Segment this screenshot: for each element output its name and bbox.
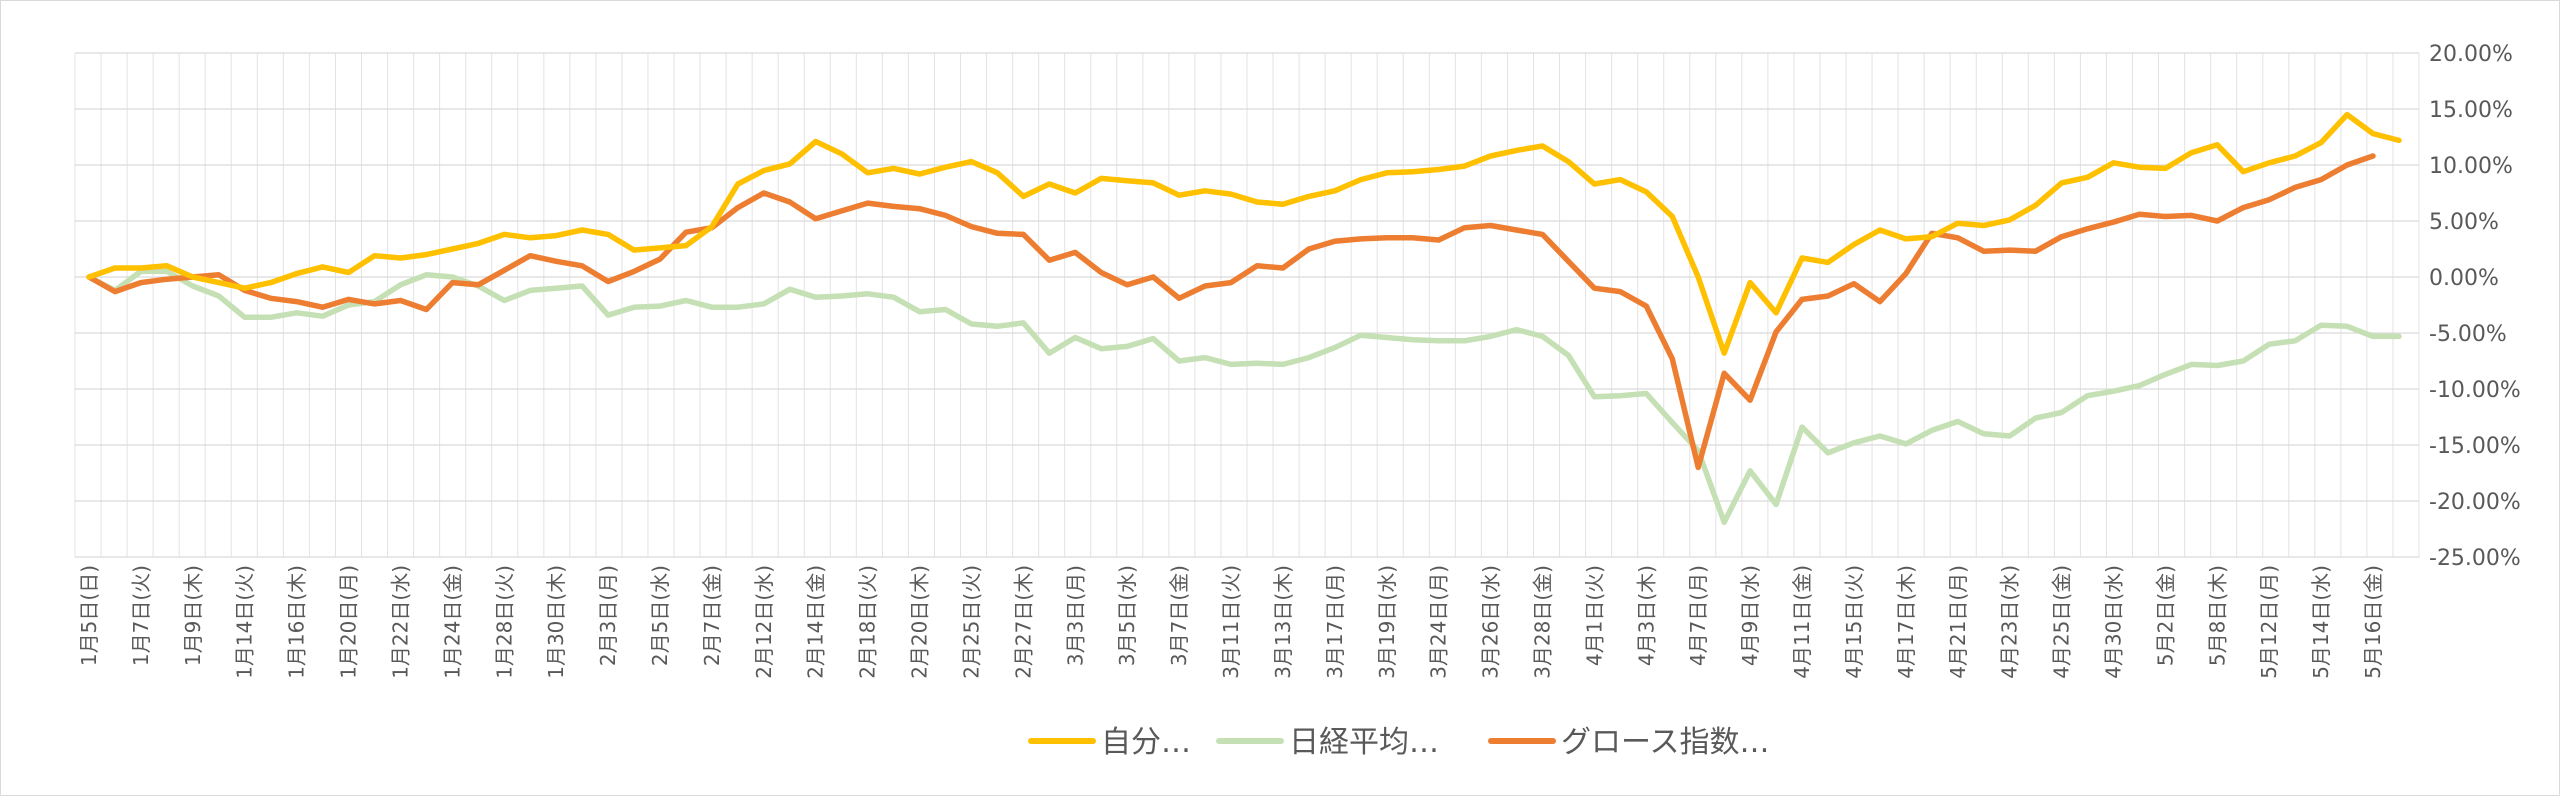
x-tick-label: 1月9日(木) (181, 565, 205, 666)
x-tick-label: 4月30日(水) (2101, 565, 2125, 679)
x-tick-label: 4月15日(火) (1842, 565, 1866, 679)
x-tick-label: 1月5日(日) (77, 565, 101, 666)
x-tick-label: 5月16日(金) (2361, 565, 2385, 679)
x-tick-label: 3月11日(火) (1219, 565, 1243, 679)
y-tick-label: -10.00% (2429, 378, 2521, 403)
y-axis-tick-labels: 20.00% 15.00% 10.00% 5.00% 0.00% -5.00% -10.00… (2429, 42, 2521, 571)
x-tick-label: 2月7日(金) (700, 565, 724, 666)
x-tick-label: 5月8日(木) (2205, 565, 2229, 666)
legend-label: 日経平均… (1289, 725, 1439, 760)
x-tick-label: 1月30日(木) (544, 565, 568, 679)
x-tick-label: 2月14日(金) (804, 565, 828, 679)
x-tick-label: 4月17日(木) (1894, 565, 1918, 679)
y-tick-label: -5.00% (2429, 322, 2507, 347)
horizontal-gridlines (75, 52, 2419, 558)
y-tick-label: -15.00% (2429, 434, 2521, 459)
y-tick-label: 5.00% (2429, 210, 2499, 235)
y-tick-label: -25.00% (2429, 546, 2521, 571)
x-tick-label: 2月5日(水) (648, 565, 672, 666)
x-tick-label: 4月9日(水) (1738, 565, 1762, 666)
legend-label: 自分… (1101, 725, 1191, 760)
x-tick-label: 2月3日(月) (596, 565, 620, 666)
series-lines (86, 111, 2402, 526)
y-tick-label: -20.00% (2429, 490, 2521, 515)
y-tick-label: 0.00% (2429, 266, 2499, 291)
x-tick-label: 4月3日(木) (1634, 565, 1658, 666)
x-tick-label: 3月19日(水) (1375, 565, 1399, 679)
y-tick-label: 20.00% (2429, 42, 2513, 67)
x-tick-label: 4月7日(月) (1686, 565, 1710, 666)
x-tick-label: 3月7日(金) (1167, 565, 1191, 666)
series-line-1 (86, 268, 2402, 526)
x-tick-label: 4月23日(水) (1998, 565, 2022, 679)
series-line-2 (86, 153, 2376, 471)
x-tick-label: 1月28日(火) (492, 565, 516, 679)
x-tick-label: 3月13日(木) (1271, 565, 1295, 679)
x-tick-label: 3月17日(月) (1323, 565, 1347, 679)
x-tick-label: 1月20日(月) (337, 565, 361, 679)
x-tick-label: 3月24日(月) (1427, 565, 1451, 679)
x-tick-label: 5月14日(水) (2309, 565, 2333, 679)
x-tick-label: 3月3日(月) (1063, 565, 1087, 666)
x-tick-label: 1月22日(水) (388, 565, 412, 679)
x-tick-label: 1月7日(火) (129, 565, 153, 666)
x-tick-label: 2月20日(木) (908, 565, 932, 679)
x-tick-label: 4月21日(月) (1946, 565, 1970, 679)
y-tick-label: 15.00% (2429, 98, 2513, 123)
x-tick-label: 3月26日(水) (1479, 565, 1503, 679)
x-tick-label: 4月25日(金) (2050, 565, 2074, 679)
legend-label: グロース指数… (1561, 725, 1770, 760)
x-axis-tick-labels: 1月5日(日) 1月7日(火) 1月9日(木) 1月14日(火) 1月16日(木) 1月2… (77, 565, 2385, 679)
x-tick-label: 2月27日(木) (1011, 565, 1035, 679)
x-tick-label: 2月25日(火) (959, 565, 983, 679)
x-tick-label: 5月2日(金) (2153, 565, 2177, 666)
x-tick-label: 4月11日(金) (1790, 565, 1814, 679)
x-tick-label: 4月1日(火) (1582, 565, 1606, 666)
vertical-gridlines (74, 53, 2420, 557)
series-line-0 (86, 111, 2402, 356)
x-tick-label: 1月16日(木) (285, 565, 309, 679)
legend: 自分… 日経平均… グロース指数… (1028, 725, 1770, 760)
x-tick-label: 1月14日(火) (233, 565, 257, 679)
x-tick-label: 5月12日(月) (2257, 565, 2281, 679)
y-tick-label: 10.00% (2429, 154, 2513, 179)
x-tick-label: 2月18日(火) (856, 565, 880, 679)
x-tick-label: 2月12日(水) (752, 565, 776, 679)
x-tick-label: 3月28日(金) (1530, 565, 1554, 679)
x-tick-label: 3月5日(水) (1115, 565, 1139, 666)
x-tick-label: 1月24日(金) (440, 565, 464, 679)
